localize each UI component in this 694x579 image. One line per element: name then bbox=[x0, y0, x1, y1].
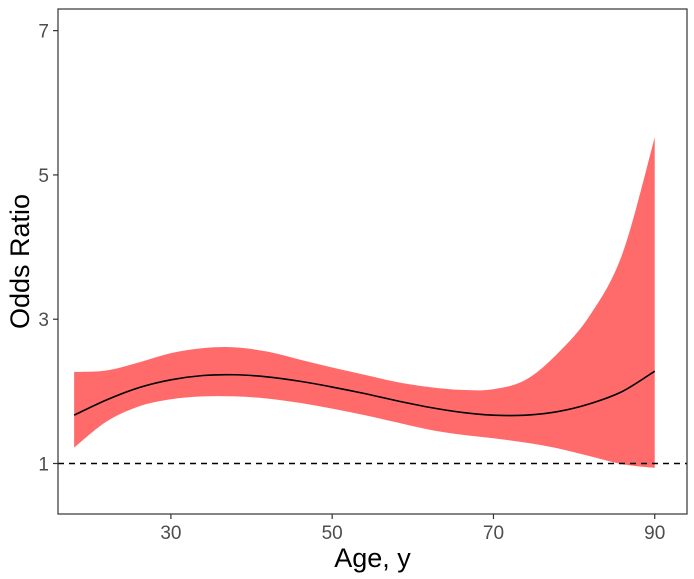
odds-ratio-curve bbox=[73, 370, 656, 417]
x-tick-label: 30 bbox=[160, 523, 181, 544]
x-axis-title: Age, y bbox=[334, 543, 411, 573]
y-tick-label: 5 bbox=[38, 166, 49, 187]
x-tick-label: 90 bbox=[644, 523, 665, 544]
y-axis-title: Odds Ratio bbox=[5, 194, 35, 329]
x-tick-label: 50 bbox=[322, 523, 343, 544]
confidence-band bbox=[74, 137, 655, 468]
y-tick-label: 7 bbox=[38, 22, 49, 43]
x-axis-ticks: 30 50 70 90 bbox=[160, 514, 665, 544]
y-tick-label: 3 bbox=[38, 310, 49, 331]
y-tick-label: 1 bbox=[38, 455, 49, 476]
y-axis-ticks: 1 3 5 7 bbox=[38, 22, 58, 476]
panel-border bbox=[57, 8, 688, 515]
x-tick-label: 70 bbox=[483, 523, 504, 544]
